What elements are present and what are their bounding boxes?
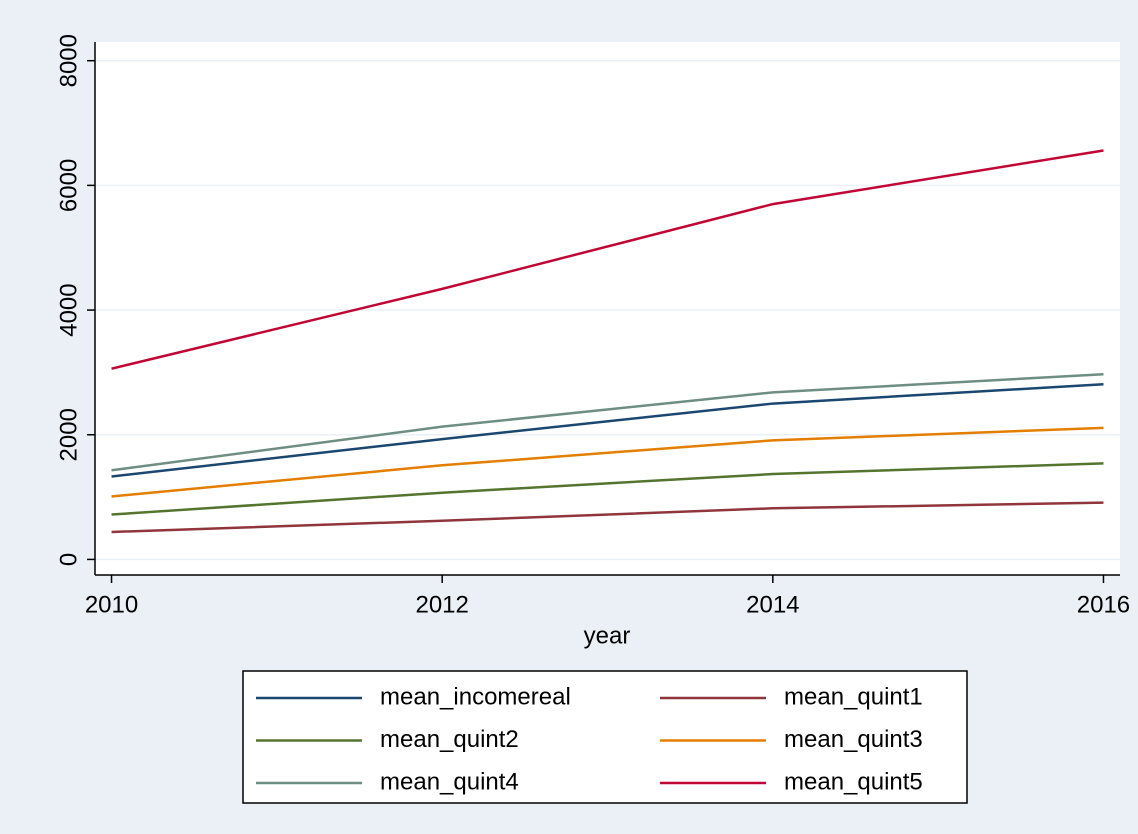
legend	[242, 670, 968, 804]
legend-label: mean_quint3	[784, 726, 923, 753]
series-line	[111, 462, 1104, 516]
legend-label: mean_incomereal	[380, 683, 571, 710]
legend-label: mean_quint2	[380, 726, 519, 753]
x-tick-label: 2016	[1077, 591, 1130, 618]
legend-label: mean_quint1	[784, 683, 923, 710]
series-line	[111, 501, 1104, 534]
y-tick-label: 4000	[55, 283, 82, 336]
series-line	[111, 149, 1104, 370]
legend-label: mean_quint5	[784, 768, 923, 795]
y-tick-label: 8000	[55, 34, 82, 87]
plot-area	[95, 42, 1120, 575]
x-tick-label: 2012	[415, 591, 468, 618]
series-line	[111, 426, 1104, 498]
x-tick-label: 2014	[746, 591, 799, 618]
series-line	[111, 373, 1104, 472]
x-axis-label: year	[584, 622, 631, 649]
legend-label: mean_quint4	[380, 768, 519, 795]
x-tick-label: 2010	[85, 591, 138, 618]
y-tick-label: 6000	[55, 159, 82, 212]
series-line	[111, 382, 1104, 478]
y-tick-label: 0	[55, 553, 82, 566]
y-tick-label: 2000	[55, 408, 82, 461]
